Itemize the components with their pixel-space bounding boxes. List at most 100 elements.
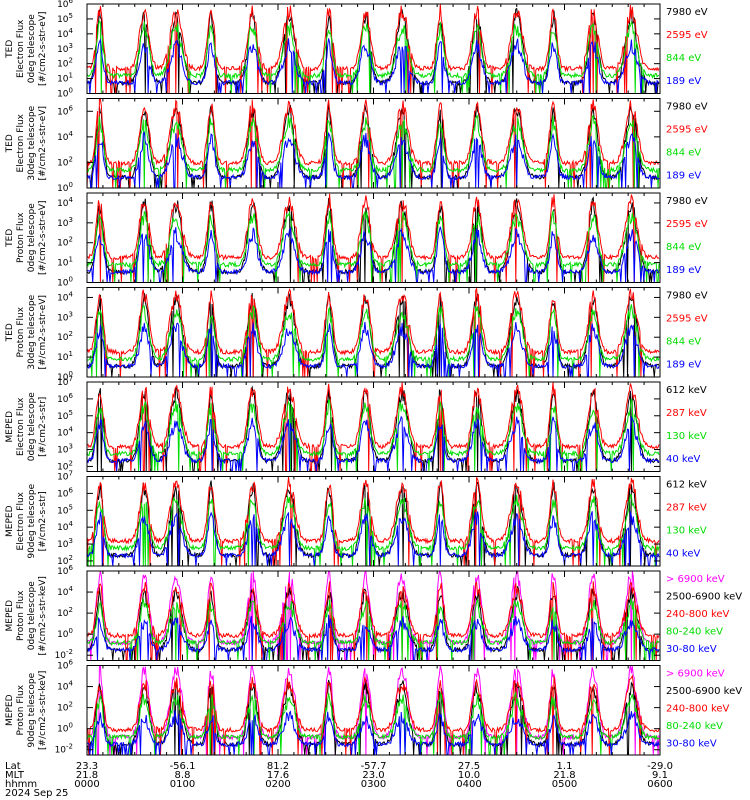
legend-entry: 287 keV: [666, 503, 707, 514]
x-tick-label-mlt: 9.1: [652, 770, 668, 781]
panel-3: 100 101 102 103 104 TED Proton Flux 0deg telesc…: [5, 192, 708, 289]
y-tick-label: 103: [57, 216, 73, 229]
series-7-4: [86, 597, 660, 661]
y-tick-label: 106: [57, 392, 73, 405]
panel-7: 10-2 100 102 104 106 MEPED Proton Flux 0deg tel…: [5, 564, 742, 661]
legend-entry: 80-240 keV: [666, 721, 723, 732]
legend-entry: 240-800 keV: [666, 704, 730, 715]
legend-entry: > 6900 keV: [666, 574, 725, 585]
series-6-2: [86, 476, 660, 567]
y-axis-label-line: Proton Flux: [16, 212, 26, 263]
legend-entry: 130 keV: [666, 526, 707, 537]
x-tick-label-lat: 23.3: [76, 761, 98, 772]
y-axis-label-line: Proton Flux: [16, 684, 26, 735]
y-tick-label: 101: [57, 350, 73, 363]
y-axis-label-line: Electron Flux: [16, 19, 26, 78]
y-tick-label: 10-2: [55, 743, 73, 756]
legend-entry: 287 keV: [666, 408, 707, 419]
series-4-3: [86, 304, 660, 378]
legend-entry: 80-240 keV: [666, 627, 723, 638]
y-tick-label: 102: [57, 236, 73, 249]
y-axis-label-line: Proton Flux: [16, 306, 26, 357]
series-6-3: [86, 493, 660, 567]
y-tick-label: 107: [57, 375, 73, 388]
x-tick-label-lat: 1.1: [557, 761, 573, 772]
y-axis-label-line: [#/cm2-s-str-eV]: [38, 295, 48, 370]
legend-entry: 612 keV: [666, 480, 707, 491]
y-axis-label-line: 0deg telescope: [27, 203, 37, 273]
series-3-4: [86, 226, 660, 283]
y-tick-label: 102: [57, 330, 73, 343]
y-tick-label: 100: [57, 181, 73, 194]
y-tick-label: 103: [57, 537, 73, 550]
y-axis-label-line: [#/cm2-s-str-keV]: [38, 671, 48, 750]
panel-1: 100 101 102 103 104 105 106 TED Electron Flux 0de…: [5, 0, 708, 100]
axis-date-label: 2024 Sep 25: [5, 788, 68, 799]
series-5-2: [86, 382, 660, 472]
y-tick-label: 100: [57, 276, 73, 289]
panel-6: 102 103 104 105 106 107 MEPED Electron Flux 90de…: [5, 470, 707, 567]
x-tick-label-lat: -56.1: [170, 761, 196, 772]
y-axis-label-line: [#/cm2-s-str]: [38, 491, 48, 551]
legend-entry: 612 keV: [666, 385, 707, 396]
y-axis-label-line: [#/cm2-s-str-eV]: [38, 106, 48, 181]
y-axis-label-line: [#/cm2-s-str-eV]: [38, 11, 48, 86]
y-tick-label: 100: [57, 722, 73, 735]
y-tick-label: 100: [57, 87, 73, 100]
y-tick-label: 101: [57, 72, 73, 85]
legend-entry: 2500-6900 keV: [666, 686, 742, 697]
x-tick-label-hhmm: 0500: [552, 779, 577, 790]
legend-entry: 189 eV: [666, 265, 701, 276]
y-axis-label-line: TED: [5, 40, 15, 59]
legend-entry: 7980 eV: [666, 7, 708, 18]
y-axis-label-line: TED: [5, 134, 15, 153]
legend-entry: 2595 eV: [666, 30, 708, 41]
y-tick-label: 104: [57, 426, 73, 439]
y-axis-label-line: 90deg telescope: [27, 483, 37, 558]
y-axis-label-line: 0deg telescope: [27, 392, 37, 462]
y-tick-label: 105: [57, 409, 73, 422]
y-tick-label: 101: [57, 256, 73, 269]
y-tick-label: 103: [57, 443, 73, 456]
legend-entry: > 6900 keV: [666, 669, 725, 680]
legend-entry: 189 eV: [666, 76, 701, 87]
series-1-4: [86, 38, 660, 94]
series-3-3: [86, 210, 660, 283]
panel-8: 10-2 100 102 104 106 MEPED Proton Flux 90deg te…: [5, 659, 742, 756]
series-2-3: [86, 114, 660, 189]
legend-entry: 2595 eV: [666, 314, 708, 325]
panel-2: 100 102 104 106 TED Electron Flux 30deg telesc…: [5, 98, 708, 194]
series-8-5: [86, 710, 660, 756]
legend-entry: 844 eV: [666, 148, 701, 159]
legend-entry: 30-80 keV: [666, 644, 717, 655]
legend-entry: 2595 eV: [666, 219, 708, 230]
series-8-3: [86, 674, 660, 756]
y-tick-label: 104: [57, 196, 73, 209]
y-tick-label: 102: [57, 155, 73, 168]
y-axis-label-line: 0deg telescope: [27, 14, 37, 84]
legend-entry: 2500-6900 keV: [666, 592, 742, 603]
y-axis-label-line: Electron Flux: [16, 397, 26, 456]
y-tick-label: 105: [57, 503, 73, 516]
legend-entry: 130 keV: [666, 431, 707, 442]
x-tick-label-lat: 27.5: [458, 761, 480, 772]
y-tick-label: 104: [57, 520, 73, 533]
y-tick-label: 104: [57, 680, 73, 693]
legend-entry: 844 eV: [666, 53, 701, 64]
series-5-3: [86, 398, 660, 472]
x-tick-label-hhmm: 0400: [456, 779, 481, 790]
x-tick-label-hhmm: 0100: [170, 779, 195, 790]
legend-entry: 40 keV: [666, 549, 700, 560]
y-tick-label: 104: [57, 290, 73, 303]
legend-entry: 7980 eV: [666, 291, 708, 302]
y-tick-label: 106: [57, 0, 73, 10]
y-tick-label: 102: [57, 606, 73, 619]
x-tick-label-mlt: 21.8: [553, 770, 575, 781]
x-tick-label-mlt: 8.8: [175, 770, 191, 781]
y-tick-label: 10-2: [55, 648, 73, 661]
y-axis-label-line: [#/cm2-s-str]: [38, 397, 48, 457]
panel-5: 102 103 104 105 106 107 MEPED Electron Flux 0deg…: [5, 375, 707, 472]
x-tick-label-mlt: 23.0: [362, 770, 384, 781]
series-7-5: [86, 614, 660, 661]
